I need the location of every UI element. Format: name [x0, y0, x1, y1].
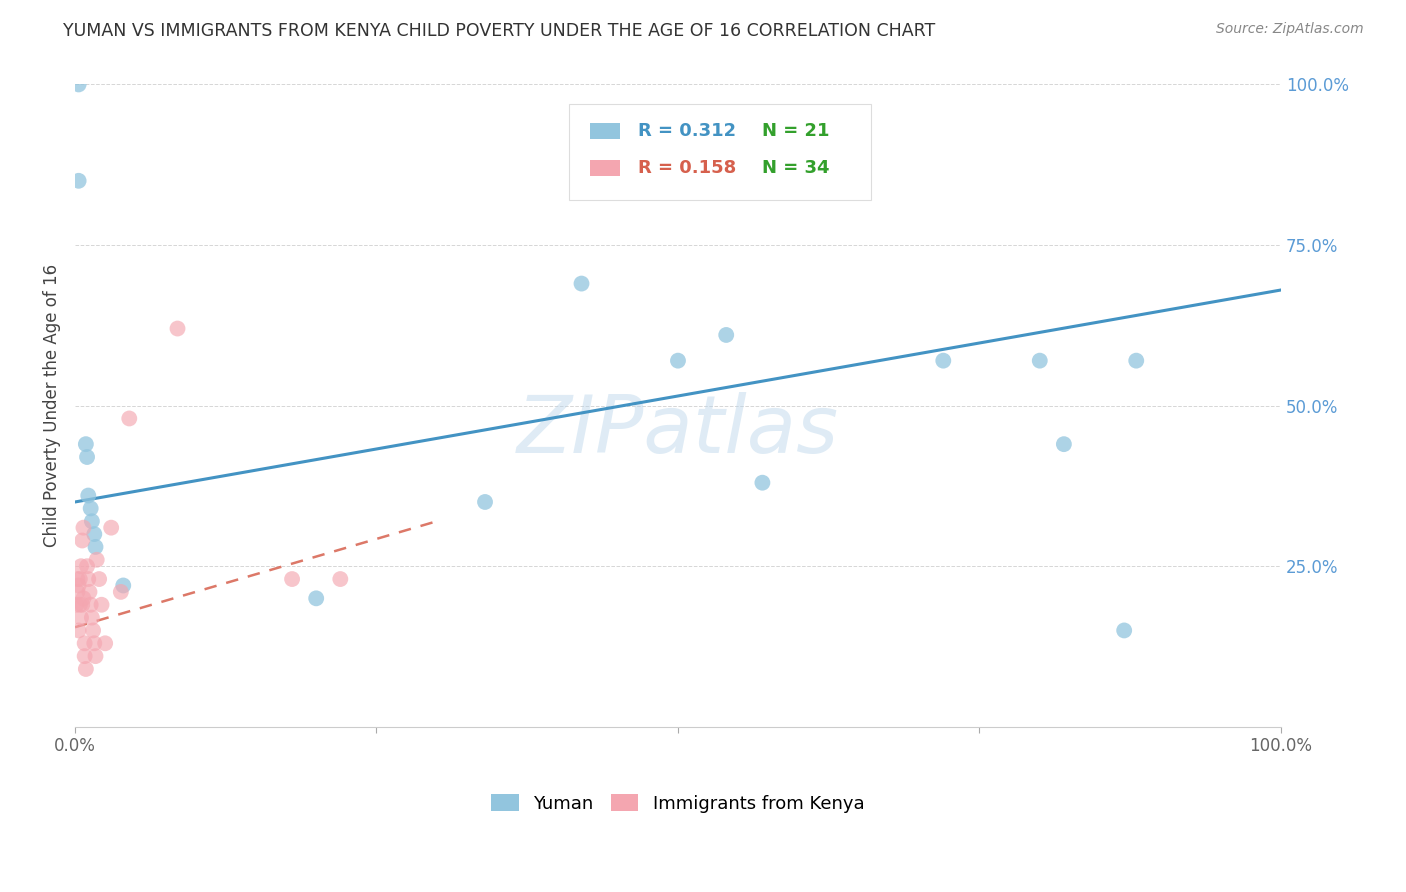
Point: [77, 489, 100, 503]
Point: [94, 636, 117, 650]
Point: [79, 501, 101, 516]
Point: [84, 649, 107, 664]
Point: [1053, 437, 1076, 451]
Point: [1114, 624, 1136, 638]
Point: [66, 572, 89, 586]
Point: [83, 527, 105, 541]
Point: [65, 598, 87, 612]
Point: [75, 662, 97, 676]
Point: [80, 514, 103, 528]
Point: [66, 585, 89, 599]
Bar: [591, 123, 620, 139]
Point: [571, 277, 593, 291]
Point: [79, 598, 101, 612]
Point: [84, 540, 107, 554]
Point: [83, 636, 105, 650]
Point: [76, 559, 98, 574]
Point: [166, 321, 188, 335]
Point: [70, 610, 93, 624]
Legend: Yuman, Immigrants from Kenya: Yuman, Immigrants from Kenya: [484, 788, 872, 820]
Point: [1125, 353, 1147, 368]
Point: [70, 533, 93, 548]
FancyBboxPatch shape: [569, 103, 870, 200]
Point: [329, 572, 352, 586]
Point: [89, 572, 111, 586]
Text: N = 21: N = 21: [762, 122, 830, 140]
Point: [90, 598, 112, 612]
Text: N = 34: N = 34: [762, 159, 830, 177]
Text: Source: ZipAtlas.com: Source: ZipAtlas.com: [1216, 22, 1364, 37]
Point: [67, 578, 90, 592]
Point: [716, 328, 738, 343]
Bar: [591, 160, 620, 176]
Point: [110, 585, 132, 599]
Point: [69, 598, 91, 612]
Point: [73, 636, 96, 650]
Point: [751, 475, 773, 490]
Point: [72, 591, 94, 606]
Point: [72, 521, 94, 535]
Point: [932, 353, 955, 368]
Y-axis label: Child Poverty Under the Age of 16: Child Poverty Under the Age of 16: [44, 264, 60, 547]
Point: [82, 624, 104, 638]
Point: [77, 572, 100, 586]
Point: [118, 411, 141, 425]
Point: [69, 572, 91, 586]
Point: [67, 174, 90, 188]
Point: [666, 353, 689, 368]
Point: [80, 610, 103, 624]
Point: [305, 591, 328, 606]
Point: [67, 78, 90, 92]
Point: [112, 578, 135, 592]
Point: [86, 553, 108, 567]
Text: R = 0.312: R = 0.312: [638, 122, 737, 140]
Point: [70, 598, 93, 612]
Point: [75, 437, 97, 451]
Point: [281, 572, 304, 586]
Point: [76, 450, 98, 464]
Point: [73, 649, 96, 664]
Point: [474, 495, 496, 509]
Text: YUMAN VS IMMIGRANTS FROM KENYA CHILD POVERTY UNDER THE AGE OF 16 CORRELATION CHA: YUMAN VS IMMIGRANTS FROM KENYA CHILD POV…: [63, 22, 935, 40]
Point: [70, 559, 93, 574]
Text: R = 0.158: R = 0.158: [638, 159, 737, 177]
Point: [100, 521, 122, 535]
Point: [67, 624, 90, 638]
Text: ZIPatlas: ZIPatlas: [517, 392, 839, 470]
Point: [79, 585, 101, 599]
Point: [1029, 353, 1052, 368]
